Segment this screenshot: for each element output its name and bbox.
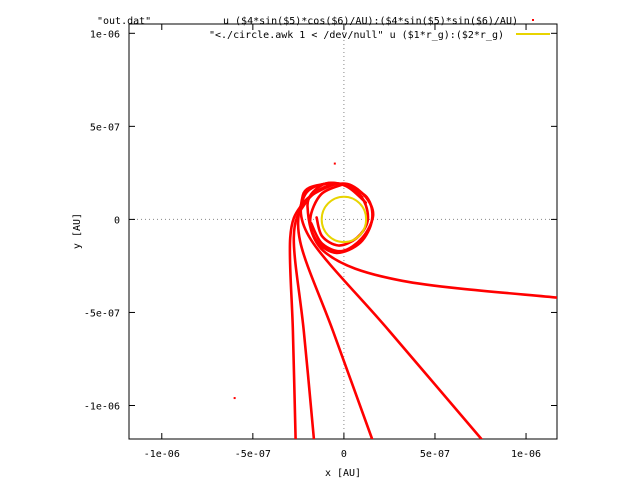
data-point-1 (333, 162, 336, 165)
trajectory-2 (292, 182, 370, 439)
x-axis-label: x [AU] (325, 468, 361, 479)
zero-axes (129, 24, 557, 439)
data-point-2 (233, 397, 236, 400)
x-tick-label: 0 (341, 449, 347, 460)
legend: u ($4*sin($5)*cos($6)/AU):($4*sin($5)*si… (209, 16, 550, 41)
y-tick-label: -5e-07 (84, 308, 120, 319)
trajectory-4 (299, 181, 483, 439)
traces (233, 162, 557, 439)
x-tick-label: 5e-07 (420, 449, 450, 460)
y-tick-label: 0 (114, 215, 120, 226)
ticks (129, 24, 557, 439)
x-tick-label: -1e-06 (144, 449, 180, 460)
x-tick-label: -5e-07 (235, 449, 271, 460)
y-tick-label: 5e-07 (90, 122, 120, 133)
tick-labels: -1e-06 -5e-07 0 5e-07 1e-06 1e-06 5e-07 0 -5e-07… (84, 29, 541, 460)
legend-key-points (532, 19, 534, 21)
reference-circle (320, 195, 368, 244)
chart-title: "out.dat" (97, 16, 151, 27)
trace-group (233, 162, 557, 439)
y-tick-label: 1e-06 (90, 29, 120, 40)
legend-entry-label-2: "<./circle.awk 1 < /dev/null" u ($1*r_g)… (209, 30, 504, 41)
trajectory-6 (308, 182, 374, 255)
x-tick-label: 1e-06 (511, 449, 541, 460)
legend-entry-label-1: u ($4*sin($5)*cos($6)/AU):($4*sin($5)*si… (223, 16, 518, 27)
y-axis-label: y [AU] (72, 213, 83, 249)
y-tick-label: -1e-06 (84, 402, 120, 413)
plot-frame (128, 23, 558, 440)
